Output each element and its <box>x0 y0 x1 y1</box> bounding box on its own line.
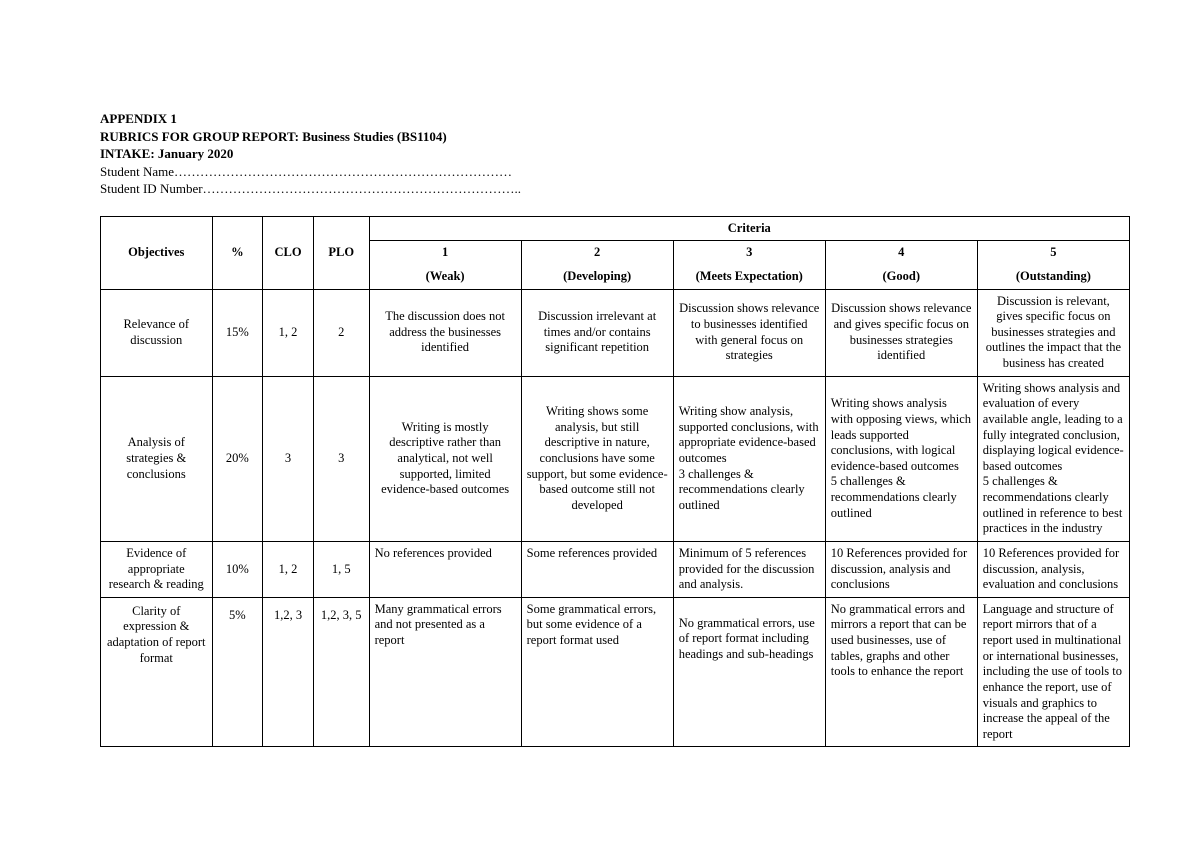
student-name-field: Student Name…………………………………………………………………… <box>100 163 1130 181</box>
page: APPENDIX 1 RUBRICS FOR GROUP REPORT: Bus… <box>0 0 1200 849</box>
head-criteria: Criteria <box>369 216 1129 241</box>
head-level-3-lbl: (Meets Expectation) <box>673 265 825 289</box>
rubric-title: RUBRICS FOR GROUP REPORT: Business Studi… <box>100 128 1130 146</box>
appendix-label: APPENDIX 1 <box>100 110 1130 128</box>
head-plo: PLO <box>313 216 369 289</box>
cell-percent: 5% <box>212 597 263 747</box>
head-level-2-lbl: (Developing) <box>521 265 673 289</box>
cell-plo: 3 <box>313 376 369 541</box>
cell-objective: Relevance of discussion <box>101 289 213 376</box>
cell-plo: 1,2, 3, 5 <box>313 597 369 747</box>
cell-plo: 2 <box>313 289 369 376</box>
cell-objective: Evidence of appropriate research & readi… <box>101 541 213 597</box>
cell-clo: 1, 2 <box>263 541 314 597</box>
table-row: Evidence of appropriate research & readi… <box>101 541 1130 597</box>
table-row: Analysis of strategies & conclusions 20%… <box>101 376 1130 541</box>
head-level-5-lbl: (Outstanding) <box>977 265 1129 289</box>
head-level-2-num: 2 <box>521 241 673 265</box>
cell-weak: The discussion does not address the busi… <box>369 289 521 376</box>
document-header: APPENDIX 1 RUBRICS FOR GROUP REPORT: Bus… <box>100 110 1130 198</box>
cell-outstanding: Writing shows analysis and evaluation of… <box>977 376 1129 541</box>
head-clo: CLO <box>263 216 314 289</box>
cell-developing: Some grammatical errors, but some eviden… <box>521 597 673 747</box>
head-level-5-num: 5 <box>977 241 1129 265</box>
cell-objective: Analysis of strategies & conclusions <box>101 376 213 541</box>
head-level-4-num: 4 <box>825 241 977 265</box>
cell-weak: Many grammatical errors and not presente… <box>369 597 521 747</box>
cell-meets: Discussion shows relevance to businesses… <box>673 289 825 376</box>
cell-weak: No references provided <box>369 541 521 597</box>
table-body: Relevance of discussion 15% 1, 2 2 The d… <box>101 289 1130 747</box>
table-row: Clarity of expression & adaptation of re… <box>101 597 1130 747</box>
intake-label: INTAKE: January 2020 <box>100 145 1130 163</box>
cell-plo: 1, 5 <box>313 541 369 597</box>
cell-clo: 1,2, 3 <box>263 597 314 747</box>
cell-meets: Minimum of 5 references provided for the… <box>673 541 825 597</box>
cell-outstanding: Language and structure of report mirrors… <box>977 597 1129 747</box>
head-percent: % <box>212 216 263 289</box>
cell-good: 10 References provided for discussion, a… <box>825 541 977 597</box>
head-level-1-lbl: (Weak) <box>369 265 521 289</box>
cell-outstanding: 10 References provided for discussion, a… <box>977 541 1129 597</box>
cell-meets: No grammatical errors, use of report for… <box>673 597 825 747</box>
cell-percent: 10% <box>212 541 263 597</box>
table-row: Relevance of discussion 15% 1, 2 2 The d… <box>101 289 1130 376</box>
cell-good: Discussion shows relevance and gives spe… <box>825 289 977 376</box>
cell-clo: 1, 2 <box>263 289 314 376</box>
cell-developing: Writing shows some analysis, but still d… <box>521 376 673 541</box>
rubric-table: Objectives % CLO PLO Criteria 1 2 3 4 5 … <box>100 216 1130 748</box>
cell-developing: Discussion irrelevant at times and/or co… <box>521 289 673 376</box>
cell-meets: Writing show analysis, supported conclus… <box>673 376 825 541</box>
cell-good: Writing shows analysis with opposing vie… <box>825 376 977 541</box>
head-level-3-num: 3 <box>673 241 825 265</box>
head-level-1-num: 1 <box>369 241 521 265</box>
cell-percent: 20% <box>212 376 263 541</box>
head-level-4-lbl: (Good) <box>825 265 977 289</box>
cell-developing: Some references provided <box>521 541 673 597</box>
cell-outstanding: Discussion is relevant, gives specific f… <box>977 289 1129 376</box>
cell-objective: Clarity of expression & adaptation of re… <box>101 597 213 747</box>
cell-clo: 3 <box>263 376 314 541</box>
cell-percent: 15% <box>212 289 263 376</box>
table-head: Objectives % CLO PLO Criteria 1 2 3 4 5 … <box>101 216 1130 289</box>
student-id-field: Student ID Number……………………………………………………………… <box>100 180 1130 198</box>
head-objectives: Objectives <box>101 216 213 289</box>
cell-weak: Writing is mostly descriptive rather tha… <box>369 376 521 541</box>
cell-good: No grammatical errors and mirrors a repo… <box>825 597 977 747</box>
